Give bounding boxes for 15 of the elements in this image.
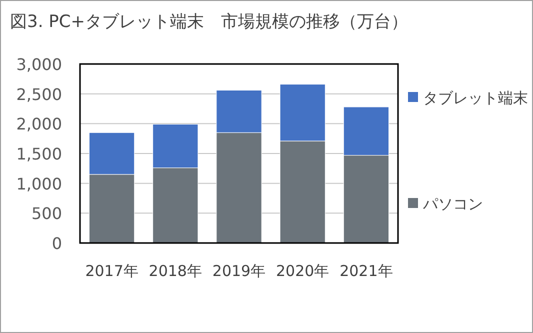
y-tick-label: 1,000 bbox=[16, 174, 62, 194]
y-tick-label: 3,000 bbox=[16, 55, 62, 74]
x-tick-label: 2019年 bbox=[212, 262, 266, 280]
y-tick-label: 1,500 bbox=[16, 144, 62, 164]
y-tick-label: 2,000 bbox=[16, 114, 62, 134]
x-tick-label: 2020年 bbox=[276, 262, 330, 280]
y-tick-label: 500 bbox=[31, 204, 62, 224]
x-tick-label: 2018年 bbox=[148, 262, 202, 280]
y-tick-label: 2,500 bbox=[16, 84, 62, 104]
legend-label: パソコン bbox=[422, 195, 483, 213]
legend-label: タブレット端末 bbox=[423, 89, 528, 107]
x-tick-label: 2021年 bbox=[340, 262, 393, 280]
chart-title: 図3. PC+タブレット端末 市場規模の推移（万台） bbox=[10, 12, 408, 32]
y-tick-label: 0 bbox=[52, 234, 62, 253]
x-tick-label: 2017年 bbox=[85, 262, 138, 280]
